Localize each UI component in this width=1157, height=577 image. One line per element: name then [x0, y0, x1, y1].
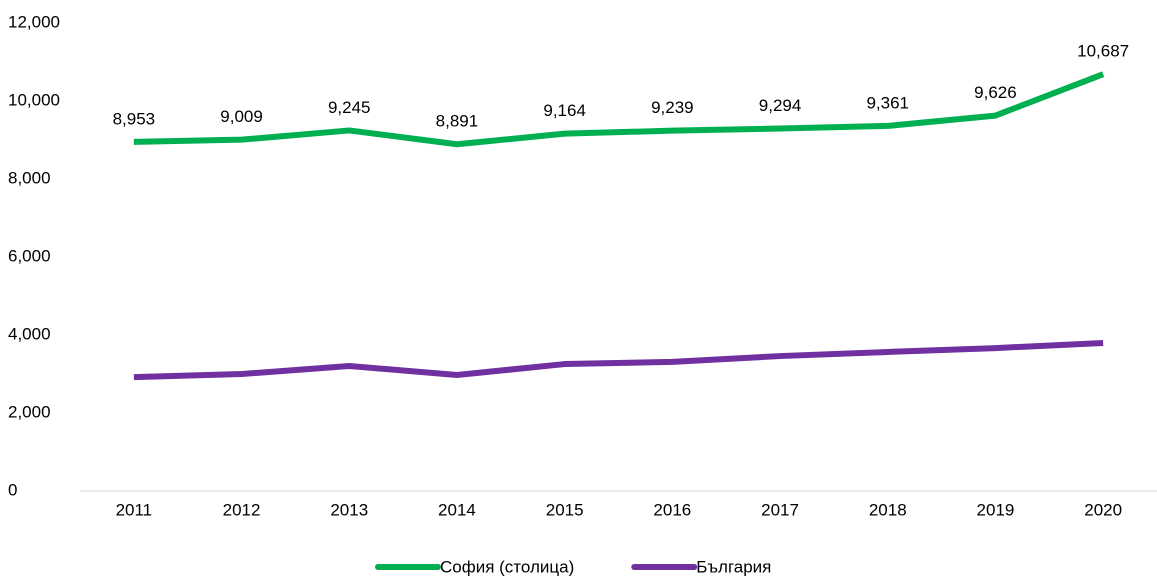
x-tick-label: 2016 [653, 500, 691, 519]
x-tick-label: 2018 [869, 500, 907, 519]
data-label: 9,361 [866, 93, 909, 112]
data-label: 9,009 [220, 107, 263, 126]
x-tick-label: 2017 [761, 500, 799, 519]
y-tick-label: 4,000 [8, 324, 51, 343]
data-label: 9,239 [651, 98, 694, 117]
x-tick-label: 2020 [1084, 500, 1122, 519]
y-tick-label: 0 [8, 480, 17, 499]
data-label: 10,687 [1077, 42, 1129, 61]
x-tick-label: 2019 [977, 500, 1015, 519]
data-label: 9,245 [328, 98, 371, 117]
x-tick-label: 2011 [116, 500, 153, 519]
y-tick-label: 10,000 [8, 90, 60, 109]
data-label: 8,953 [113, 109, 156, 128]
x-tick-label: 2015 [546, 500, 584, 519]
x-tick-label: 2014 [438, 500, 476, 519]
y-tick-label: 8,000 [8, 168, 51, 187]
data-label: 9,626 [974, 83, 1017, 102]
data-label: 8,891 [436, 112, 479, 131]
series-line [133, 339, 1104, 381]
series-line [133, 71, 1105, 148]
y-tick-label: 2,000 [8, 402, 51, 421]
x-tick-label: 2012 [223, 500, 261, 519]
data-label: 9,164 [543, 101, 586, 120]
legend-label: България [696, 557, 771, 576]
y-tick-label: 6,000 [8, 246, 51, 265]
legend-label: София (столица) [440, 557, 574, 576]
x-tick-label: 2013 [330, 500, 368, 519]
y-tick-label: 12,000 [8, 12, 60, 31]
data-label: 9,294 [759, 96, 802, 115]
